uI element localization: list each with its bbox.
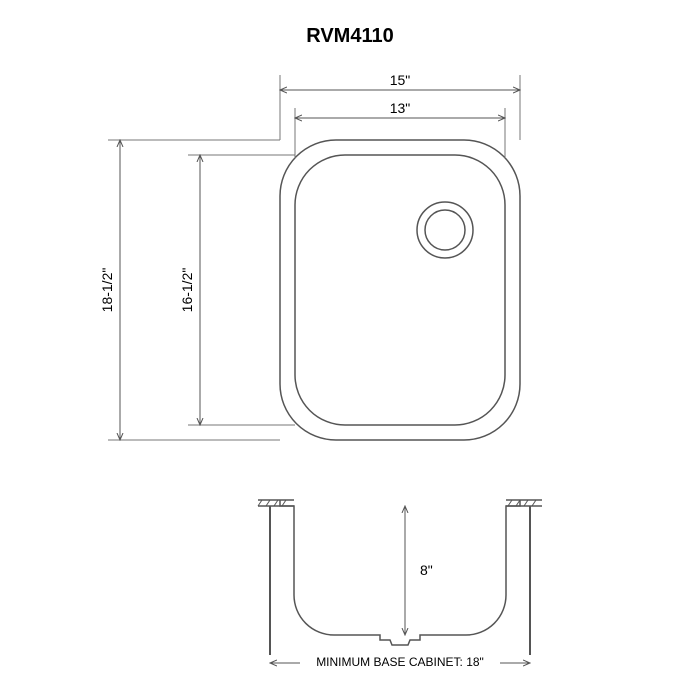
dim-inner-width-label: 13" (390, 100, 411, 116)
dim-cabinet-label: MINIMUM BASE CABINET: 18" (316, 655, 484, 669)
side-view (258, 500, 542, 655)
dim-outer-height-label: 18-1/2" (99, 268, 115, 313)
dim-depth-label: 8" (420, 562, 433, 578)
diagram-svg: 15" 13" 18-1/2" 16-1/2" 8" MINI (0, 0, 700, 700)
sink-outer-rect (280, 140, 520, 440)
dim-inner-height-label: 16-1/2" (179, 268, 195, 313)
drain-inner-circle (425, 210, 465, 250)
dim-outer-width-label: 15" (390, 72, 411, 88)
sink-inner-rect (295, 155, 505, 425)
